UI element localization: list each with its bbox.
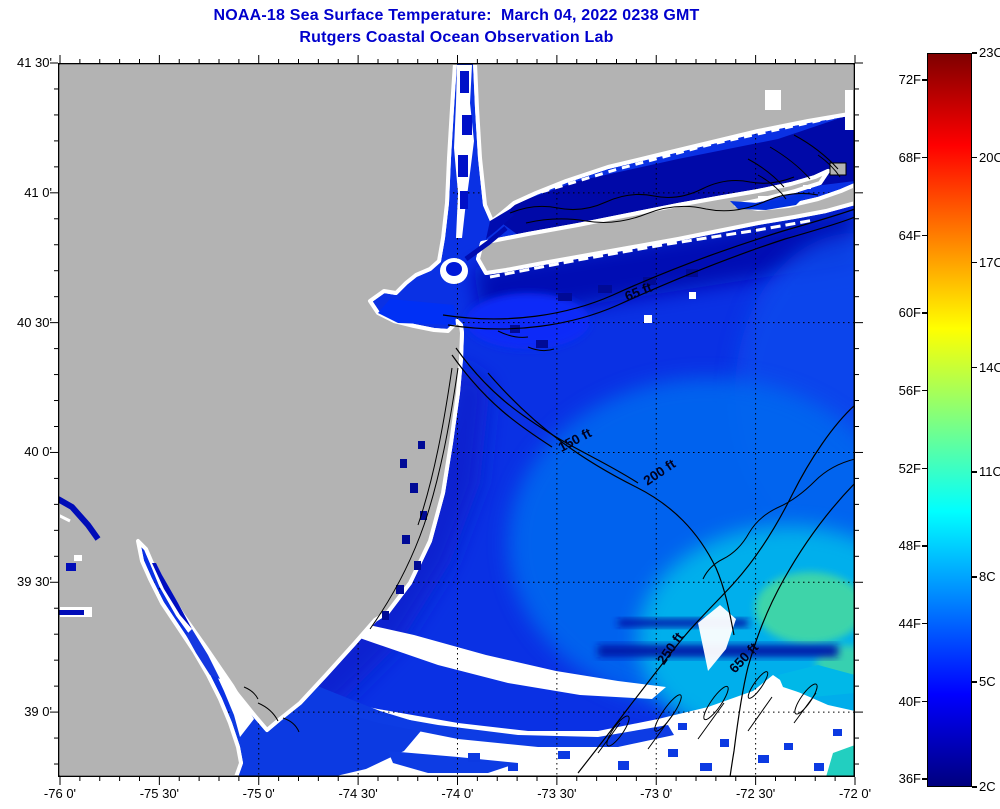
page-subtitle: Rutgers Coastal Ocean Observation Lab [299, 29, 614, 46]
x-tick-label: -73 30' [537, 786, 577, 801]
y-tick-label: 39 30' [16, 574, 52, 590]
colorbar-tick [972, 156, 977, 159]
colorbar-tick [922, 700, 927, 703]
colorbar-fahrenheit-label: 40F [898, 693, 921, 709]
y-tick-label: 40 30' [16, 314, 52, 330]
peconic-bay [730, 191, 810, 210]
colorbar-celsius-label: 2C [979, 779, 996, 794]
colorbar-tick [922, 234, 927, 237]
colorbar-tick [922, 156, 927, 159]
colorbar-celsius-label: 23C [979, 45, 1000, 60]
colorbar-tick [972, 52, 977, 54]
colorbar-fahrenheit-label: 48F [898, 538, 921, 554]
y-tick-label: 39 0' [24, 704, 52, 720]
colorbar-tick [922, 79, 927, 81]
chesapeake-edge [58, 496, 101, 617]
colorbar-celsius-label: 5C [979, 674, 996, 690]
colorbar-fahrenheit-label: 72F [898, 72, 921, 88]
x-tick-label: -72 0' [838, 786, 872, 801]
mainland-ct-ny [473, 63, 855, 223]
colorbar-fahrenheit-label: 56F [898, 382, 921, 398]
colorbar-fahrenheit-label: 64F [898, 227, 921, 243]
colorbar-tick [972, 366, 977, 369]
y-tick-label: 40 0' [24, 444, 52, 460]
x-tick-label: -75 0' [242, 786, 275, 801]
y-tick-label: 41 30' [16, 55, 52, 70]
y-tick-label: 41 0' [24, 184, 52, 200]
x-tick-label: -75 30' [139, 786, 180, 801]
colorbar-tick [972, 576, 977, 578]
colorbar-fahrenheit-label: 60F [898, 305, 921, 321]
page-title: NOAA-18 Sea Surface Temperature: March 0… [213, 7, 700, 24]
bathymetry-contours [243, 134, 855, 777]
colorbar-celsius-label: 17C [979, 254, 1000, 270]
inland-water-layer [58, 65, 811, 737]
x-tick-label: -74 0' [441, 786, 474, 801]
colorbar-tick [972, 681, 977, 683]
colorbar-celsius-label: 20C [979, 149, 1000, 165]
colorbar-tick [972, 786, 977, 788]
colorbar-celsius-label: 14C [979, 359, 1000, 375]
x-tick-label: -73 0' [640, 786, 673, 801]
colorbar-fahrenheit-label: 36F [898, 771, 921, 787]
colorbar-celsius-label: 8C [979, 569, 996, 585]
cloud-layer [229, 605, 855, 777]
colorbar-tick [922, 778, 927, 780]
mainland-nj-de [58, 63, 464, 777]
colorbar-celsius-label: 11C [979, 464, 1000, 480]
colorbar-fahrenheit-label: 68F [898, 149, 921, 165]
colorbar-tick [922, 312, 927, 314]
colorbar-gradient [927, 53, 972, 787]
map-plot-area: 65 ft 150 ft 200 ft 250 ft 650 ft [58, 63, 855, 777]
cloud-specks [644, 90, 855, 323]
colorbar-tick [922, 622, 927, 625]
x-tick-label: -76 0' [43, 786, 77, 801]
map-frame [58, 63, 855, 777]
colorbar-fahrenheit-label: 52F [898, 460, 921, 476]
x-tick-label: -74 30' [338, 786, 378, 801]
colorbar-tick [972, 471, 977, 473]
colorbar-tick [972, 261, 977, 264]
coastal-fringe-layer [489, 111, 855, 279]
colorbar-tick [922, 389, 927, 392]
colorbar-tick [922, 467, 927, 470]
colorbar-tick [922, 545, 927, 547]
hudson-river [454, 65, 474, 238]
east-river [464, 226, 508, 262]
ocean-temperature-field [290, 113, 855, 750]
colorbar-fahrenheit-label: 44F [898, 615, 921, 631]
colorbar: 72F 68F 64F 60F 56F 52F 48F 44F 40F 36F 23C 20C 17C 1… [899, 45, 1000, 794]
raritan-bay [378, 299, 456, 325]
x-tick-label: -72 30' [735, 786, 776, 801]
